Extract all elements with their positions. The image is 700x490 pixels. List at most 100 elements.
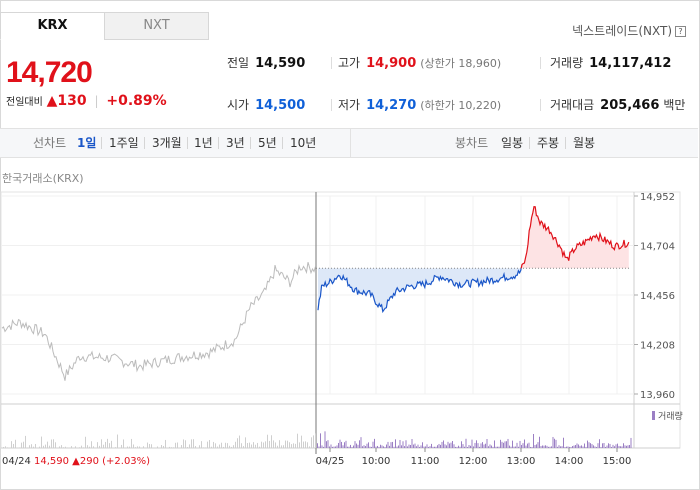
today-volume-bar <box>414 443 416 448</box>
prev-volume-bar <box>265 441 266 448</box>
period-1w[interactable]: 1주일 <box>109 136 139 150</box>
prev-volume-bar <box>219 444 220 448</box>
period-1y[interactable]: 1년 <box>194 136 213 150</box>
today-volume-bar <box>425 446 426 448</box>
today-volume-bar <box>366 443 368 448</box>
prev-volume-bar <box>225 442 226 448</box>
prev-volume-bar <box>165 439 166 448</box>
previous-day-note: 04/24 14,590 ▲290 (+2.03%) <box>2 456 150 467</box>
today-volume-bar <box>555 439 557 448</box>
today-volume-bar <box>374 438 375 448</box>
today-volume-bar <box>615 444 617 448</box>
today-volume-bar <box>449 443 450 448</box>
today-volume-bar <box>452 441 453 448</box>
lower-limit: (하한가 10,220) <box>420 99 502 112</box>
candle-chart-label: 봉차트 <box>455 136 489 150</box>
today-volume-bar <box>402 441 404 448</box>
help-icon[interactable]: ? <box>675 26 686 37</box>
stat-label: 전일 <box>227 56 250 70</box>
prev-volume-bar <box>307 442 308 448</box>
today-volume-bar <box>546 445 548 448</box>
candle-daily[interactable]: 일봉 <box>501 136 524 150</box>
today-volume-bar <box>390 442 392 448</box>
tab-krx[interactable]: KRX <box>0 12 105 40</box>
today-volume-bar <box>537 442 539 448</box>
prev-volume-bar <box>33 446 34 448</box>
today-volume-bar <box>504 441 506 448</box>
period-3m[interactable]: 3개월 <box>152 136 182 150</box>
today-volume-bar <box>345 440 347 448</box>
stat-label: 시가 <box>227 98 250 112</box>
today-volume-bar <box>561 446 563 448</box>
volume-legend-label: 거래량 <box>658 410 683 422</box>
prev-volume-bar <box>161 444 162 448</box>
today-volume-bar <box>441 441 443 448</box>
today-volume-bar <box>579 445 581 448</box>
prev-volume-bar <box>251 444 252 448</box>
today-volume-bar <box>534 445 536 448</box>
prev-volume-bar <box>107 438 108 448</box>
today-volume-bar <box>557 446 558 448</box>
prev-volume-bar <box>51 439 52 448</box>
prev-volume-bar <box>91 441 92 448</box>
today-volume-bar <box>480 443 482 448</box>
today-volume-bar <box>404 446 405 448</box>
today-volume-bar <box>488 446 489 448</box>
intraday-chart[interactable]: 14,952 14,704 14,456 14,208 13,960 04/25 10:00… <box>0 180 700 470</box>
prev-volume-bar <box>97 442 98 448</box>
prev-volume-bar <box>131 438 132 448</box>
today-volume-bar <box>369 446 371 448</box>
today-volume-bar <box>531 446 533 448</box>
prev-volume-bar <box>203 447 204 448</box>
x-tick-label: 11:00 <box>411 456 440 467</box>
today-volume-bar <box>465 438 467 448</box>
prev-volume-bar <box>289 442 290 448</box>
period-1d[interactable]: 1일 <box>77 136 97 150</box>
prev-volume-bar <box>311 437 312 448</box>
today-volume-bar <box>357 444 359 448</box>
today-volume-bar <box>605 446 606 448</box>
today-volume-bar <box>515 446 516 448</box>
prev-volume-bar <box>285 440 286 448</box>
nextrade-link[interactable]: 넥스트레이드(NXT)? <box>572 22 686 39</box>
today-volume-bar <box>417 444 419 448</box>
prev-volume-bar <box>269 440 270 448</box>
today-volume-bar <box>419 446 420 448</box>
today-volume-bar <box>558 445 560 448</box>
candle-monthly[interactable]: 월봉 <box>573 136 596 150</box>
today-volume-bar <box>372 441 374 448</box>
today-volume-bar <box>539 436 540 448</box>
today-volume-bar <box>593 445 594 448</box>
prev-volume-bar <box>135 447 136 448</box>
today-volume-bar <box>399 439 401 448</box>
prev-volume-bar <box>279 440 280 448</box>
today-volume-bar <box>420 445 422 448</box>
y-tick-label: 14,208 <box>640 341 675 352</box>
today-volume-bar <box>371 446 372 448</box>
today-volume-bar <box>560 446 561 448</box>
today-volume-bar <box>464 446 465 448</box>
above-close-fill <box>521 206 629 269</box>
today-volume-bar <box>435 446 437 448</box>
prev-volume-bar <box>199 445 200 448</box>
prev-volume-bar <box>247 442 248 448</box>
period-3y[interactable]: 3년 <box>226 136 245 150</box>
tab-nxt[interactable]: NXT <box>104 12 209 40</box>
stat-value: 14,500 <box>255 98 306 113</box>
prev-volume-bar <box>267 434 268 448</box>
price-area <box>318 206 629 312</box>
candle-weekly[interactable]: 주봉 <box>537 136 560 150</box>
stat-volume: 거래량 14,117,412 <box>550 54 671 71</box>
period-10y[interactable]: 10년 <box>290 136 317 150</box>
prev-volume-bar <box>21 442 22 448</box>
prev-volume-bar <box>315 433 316 448</box>
y-tick-label: 14,456 <box>640 291 675 302</box>
period-5y[interactable]: 5년 <box>258 136 277 150</box>
prev-volume-bar <box>29 445 30 448</box>
prev-volume-bar <box>243 446 244 448</box>
today-volume-bar <box>479 446 480 448</box>
prev-volume-bar <box>3 446 4 448</box>
prev-volume-bar <box>87 445 88 448</box>
today-volume-bar <box>630 437 632 448</box>
x-tick-label: 12:00 <box>459 456 488 467</box>
